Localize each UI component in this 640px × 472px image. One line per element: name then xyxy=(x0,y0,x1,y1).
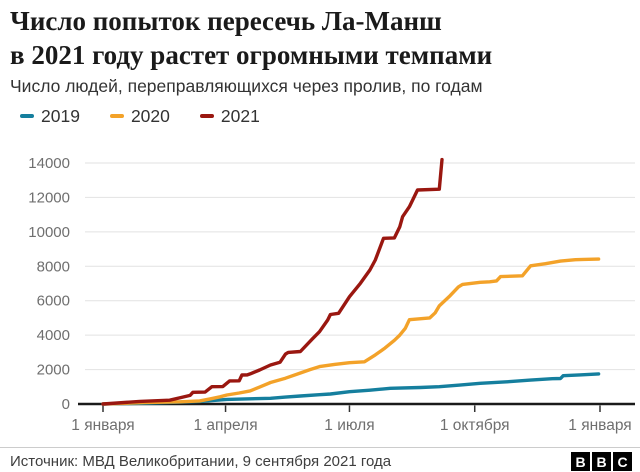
bbc-logo-letter-c: C xyxy=(613,452,632,471)
x-tick-label-3: 1 октября xyxy=(440,417,510,434)
legend-item-2020: 2020 xyxy=(109,105,170,127)
legend-label-2021: 2021 xyxy=(220,105,260,126)
y-tick-label-10000: 10000 xyxy=(28,224,70,241)
page-title: Число попыток пересечь Ла-Манш в 2021 го… xyxy=(10,4,630,72)
channel-crossings-line-chart: 0 2000 4000 6000 8000 10000 12000 14000 1 января… xyxy=(28,155,635,434)
series-line-2021 xyxy=(101,157,444,406)
y-tick-label-0: 0 xyxy=(62,396,70,413)
chart-area: 0 2000 4000 6000 8000 10000 12000 14000 1 января… xyxy=(0,140,640,440)
y-tick-label-12000: 12000 xyxy=(28,189,70,206)
bbc-logo-letter-b2: B xyxy=(592,452,611,471)
x-tick-label-2: 1 июля xyxy=(324,417,374,434)
x-tick-label-0: 1 января xyxy=(71,417,134,434)
footer: Источник: МВД Великобритании, 9 сентября… xyxy=(0,447,640,472)
legend-label-2019: 2019 xyxy=(41,105,80,126)
y-tick-label-6000: 6000 xyxy=(37,293,70,310)
legend-swatch-2021 xyxy=(199,113,214,119)
title-line-2: в 2021 году растет огромными темпами xyxy=(10,40,493,70)
x-tick-label-1: 1 апреля xyxy=(193,417,257,434)
series-line-2020 xyxy=(101,257,601,406)
x-tick-label-4: 1 января xyxy=(568,417,631,434)
y-tick-label-8000: 8000 xyxy=(37,258,70,275)
chart-subtitle: Число людей, переправляющихся через прол… xyxy=(10,76,483,96)
legend-swatch-2019 xyxy=(20,113,34,119)
chart-legend: 2019 2020 2021 xyxy=(20,104,260,128)
y-tick-label-14000: 14000 xyxy=(28,155,70,172)
bbc-logo-letter-b1: B xyxy=(571,452,590,471)
legend-item-2021: 2021 xyxy=(199,105,260,127)
y-tick-label-2000: 2000 xyxy=(37,362,70,379)
legend-swatch-2020 xyxy=(109,113,124,119)
legend-label-2020: 2020 xyxy=(130,105,170,126)
series-line-2019 xyxy=(101,372,601,406)
title-line-1: Число попыток пересечь Ла-Манш xyxy=(10,6,442,36)
y-tick-label-4000: 4000 xyxy=(37,327,70,344)
bbc-logo: B B C xyxy=(571,449,632,471)
source-text: Источник: МВД Великобритании, 9 сентября… xyxy=(10,453,392,470)
legend-item-2019: 2019 xyxy=(20,106,80,127)
